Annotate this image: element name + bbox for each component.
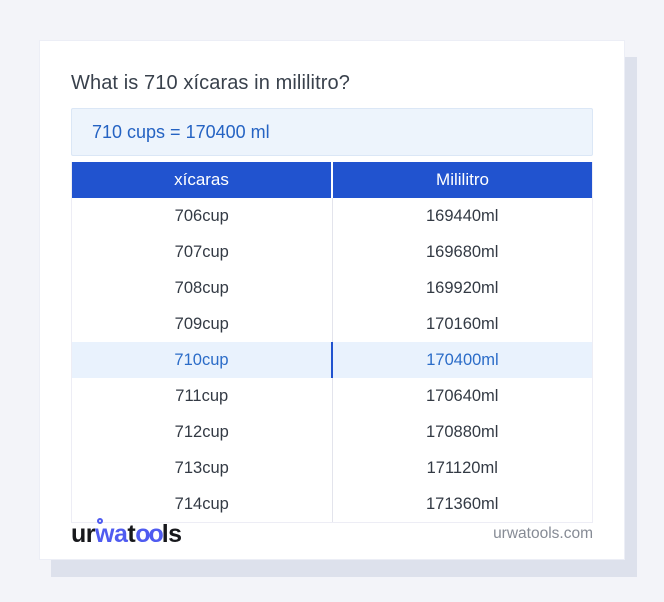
- ml-value: 169680ml: [426, 242, 499, 261]
- cup-value: 711cup: [72, 378, 333, 414]
- conversion-table: xícaras Mililitro 706cup 169440ml 707cup…: [71, 162, 593, 523]
- conversion-card: What is 710 xícaras in mililitro? 710 cu…: [39, 40, 625, 560]
- ml-value: 170400ml: [426, 350, 499, 369]
- table-row: 709cup 170160ml: [72, 306, 592, 342]
- cup-value: 712cup: [72, 414, 333, 450]
- table-row: 708cup 169920ml: [72, 270, 592, 306]
- table-row: 712cup 170880ml: [72, 414, 592, 450]
- ml-value: 170880ml: [426, 422, 499, 441]
- ml-value: 170160ml: [426, 314, 499, 333]
- card-footer: urwatools urwatools.com: [71, 517, 593, 551]
- ml-value: 169920ml: [426, 278, 499, 297]
- table-row: 714cup 171360ml: [72, 486, 592, 522]
- table-header-row: xícaras Mililitro: [72, 162, 592, 198]
- table-header-ml: Mililitro: [436, 170, 489, 189]
- table-header-cups: xícaras: [72, 162, 333, 198]
- cup-value: 710cup: [72, 342, 333, 378]
- conversion-result-text: 710 cups = 170400 ml: [92, 121, 270, 142]
- cup-value: 708cup: [72, 270, 333, 306]
- ml-value: 170640ml: [426, 386, 499, 405]
- logo-text-ur: ur: [71, 519, 96, 548]
- table-row: 713cup 171120ml: [72, 450, 592, 486]
- cup-value: 709cup: [72, 306, 333, 342]
- table-row: 711cup 170640ml: [72, 378, 592, 414]
- table-row: 707cup 169680ml: [72, 234, 592, 270]
- site-url-text: urwatools.com: [493, 525, 593, 542]
- table-row: 706cup 169440ml: [72, 198, 592, 234]
- conversion-result-box: 710 cups = 170400 ml: [71, 108, 593, 156]
- urwatools-logo[interactable]: urwatools: [71, 517, 182, 549]
- ml-value: 171360ml: [426, 494, 499, 513]
- logo-text-oo: oo: [135, 519, 164, 548]
- table-row-highlighted: 710cup 170400ml: [72, 342, 592, 378]
- cup-value: 707cup: [72, 234, 333, 270]
- page-title: What is 710 xícaras in mililitro?: [71, 72, 350, 94]
- logo-text-t: t: [127, 519, 136, 548]
- logo-text-ls: ls: [161, 519, 182, 548]
- cup-value: 714cup: [72, 486, 333, 522]
- ml-value: 169440ml: [426, 206, 499, 225]
- logo-ring-icon: [97, 517, 103, 524]
- logo-text-wa: wa: [95, 519, 128, 548]
- cup-value: 706cup: [72, 198, 333, 234]
- ml-value: 171120ml: [426, 458, 498, 477]
- cup-value: 713cup: [72, 450, 333, 486]
